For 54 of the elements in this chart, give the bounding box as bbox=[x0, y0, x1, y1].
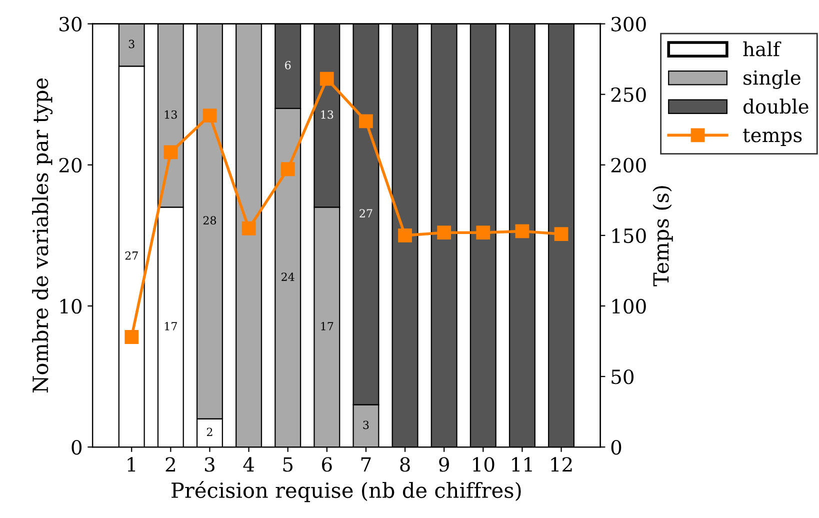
y-tick-label: 30 bbox=[60, 16, 82, 32]
data-label: 2 bbox=[206, 428, 212, 436]
point bbox=[320, 72, 334, 86]
data-label: 27 bbox=[360, 209, 372, 218]
x-tick-label: 8 bbox=[400, 457, 410, 472]
data-label: 24 bbox=[282, 272, 294, 281]
point bbox=[476, 226, 490, 240]
data-label: 28 bbox=[203, 216, 216, 225]
x-tick-label: 1 bbox=[128, 457, 136, 472]
y2-tick-label: 300 bbox=[612, 16, 646, 32]
y2-tick-label: 250 bbox=[611, 87, 646, 102]
x-tick-label: 2 bbox=[166, 457, 175, 472]
y2-tick-label: 0 bbox=[611, 440, 622, 455]
y-axis-title: Nombre de variables par type bbox=[32, 78, 53, 392]
point bbox=[515, 224, 530, 238]
x-tick-label: 6 bbox=[322, 457, 332, 472]
y-tick-label: 20 bbox=[59, 158, 82, 173]
x-tick-label: 9 bbox=[439, 457, 449, 472]
point bbox=[202, 108, 217, 122]
y2-tick-label: 200 bbox=[611, 158, 646, 173]
x-tick-label: 12 bbox=[551, 457, 572, 472]
x-tick-label: 4 bbox=[243, 457, 254, 472]
legend-label: single bbox=[744, 70, 800, 89]
legend-label: half bbox=[743, 41, 782, 56]
point bbox=[280, 162, 295, 176]
y2-tick-label: 150 bbox=[612, 228, 646, 244]
data-label: 17 bbox=[164, 322, 177, 330]
legend-label: temps bbox=[743, 128, 802, 146]
x-tick-label: 10 bbox=[473, 457, 494, 472]
point bbox=[124, 330, 139, 344]
point bbox=[242, 221, 256, 236]
x-tick-label: 3 bbox=[205, 457, 214, 472]
x-tick-label: 5 bbox=[283, 457, 293, 472]
y2-tick-label: 100 bbox=[612, 298, 646, 314]
y2-tick-label: 50 bbox=[612, 369, 634, 384]
data-label: 17 bbox=[321, 322, 334, 330]
point bbox=[398, 228, 412, 242]
x-axis-title: Précision requise (nb de chiffres) bbox=[172, 481, 521, 502]
data-label: 13 bbox=[164, 110, 177, 119]
y-tick-label: 10 bbox=[60, 298, 82, 314]
y2-axis-title: Temps (s) bbox=[652, 186, 673, 286]
data-label: 3 bbox=[128, 40, 134, 48]
x-tick-label: 7 bbox=[361, 457, 371, 472]
point bbox=[164, 145, 178, 160]
data-label: 3 bbox=[363, 420, 369, 430]
data-label: 13 bbox=[321, 110, 334, 119]
point bbox=[359, 114, 373, 128]
x-tick-label: 11 bbox=[512, 457, 532, 472]
point bbox=[554, 227, 568, 241]
legend-label: double bbox=[743, 98, 808, 114]
data-label: 6 bbox=[285, 60, 291, 70]
y-tick-label: 0 bbox=[72, 440, 82, 455]
point bbox=[437, 226, 452, 240]
data-label: 27 bbox=[125, 251, 138, 260]
